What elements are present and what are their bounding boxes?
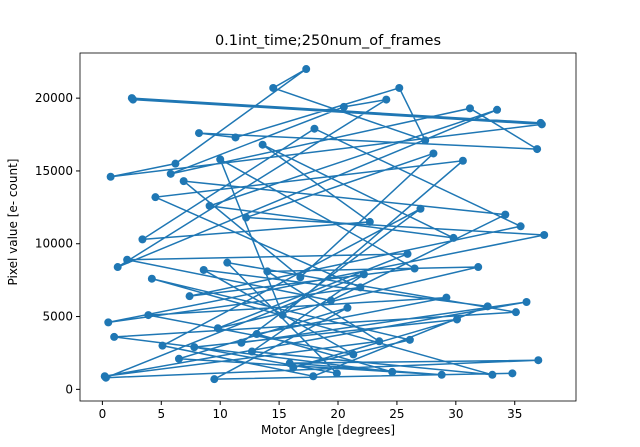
- data-point: [403, 249, 412, 258]
- data-point: [537, 120, 546, 129]
- x-tick-label: 15: [271, 407, 286, 421]
- data-point: [113, 263, 122, 272]
- data-point: [465, 104, 474, 113]
- data-point: [123, 255, 132, 264]
- data-point: [179, 177, 188, 186]
- data-point: [216, 155, 225, 164]
- x-axis-label: Motor Angle [degrees]: [261, 423, 395, 437]
- data-point: [483, 302, 492, 311]
- data-point: [343, 303, 352, 312]
- x-tick-label: 30: [448, 407, 463, 421]
- data-point: [339, 102, 348, 111]
- data-point: [194, 129, 203, 138]
- data-point: [534, 356, 543, 365]
- data-point: [522, 297, 531, 306]
- data-point: [252, 330, 261, 339]
- data-point: [110, 332, 119, 341]
- data-point: [199, 265, 208, 274]
- data-point: [296, 273, 305, 282]
- plot-frame: [79, 52, 577, 402]
- data-point: [332, 369, 341, 378]
- data-point: [210, 375, 219, 384]
- data-point: [302, 65, 311, 74]
- data-point: [263, 267, 272, 276]
- data-point: [185, 292, 194, 301]
- data-point: [359, 270, 368, 279]
- data-point: [488, 370, 497, 379]
- data-point: [231, 133, 240, 142]
- data-point: [388, 367, 397, 376]
- data-point: [511, 308, 520, 317]
- data-point: [395, 83, 404, 92]
- data-point: [269, 83, 278, 92]
- data-point: [166, 169, 175, 178]
- data-point: [458, 156, 467, 165]
- data-point: [540, 231, 549, 240]
- data-point: [382, 95, 391, 104]
- data-point: [421, 136, 430, 145]
- data-point: [285, 359, 294, 368]
- data-point: [309, 372, 318, 381]
- x-tick-label: 25: [389, 407, 404, 421]
- y-axis-label: Pixel value [e- count]: [6, 159, 20, 286]
- data-point: [129, 95, 138, 104]
- data-point: [190, 343, 199, 352]
- y-tick-label: 10000: [35, 237, 73, 251]
- data-point: [106, 172, 115, 181]
- x-tick-label: 5: [157, 407, 165, 421]
- data-point: [493, 105, 502, 114]
- data-point: [416, 204, 425, 213]
- y-tick-label: 20000: [35, 91, 73, 105]
- data-point: [104, 318, 113, 327]
- y-tick-label: 15000: [35, 164, 73, 178]
- data-point: [405, 335, 414, 344]
- data-point: [356, 283, 365, 292]
- x-tick-label: 20: [330, 407, 345, 421]
- y-tick-label: 5000: [42, 310, 73, 324]
- data-line: [104, 68, 545, 380]
- data-point: [375, 337, 384, 346]
- data-point: [237, 338, 246, 347]
- data-point: [147, 274, 156, 283]
- data-point: [410, 264, 419, 273]
- data-point: [138, 235, 147, 244]
- data-point: [223, 258, 232, 267]
- data-point: [101, 373, 110, 382]
- data-point: [437, 370, 446, 379]
- data-point: [474, 263, 483, 272]
- data-point: [205, 201, 214, 210]
- data-point: [453, 315, 462, 324]
- data-point: [278, 311, 287, 320]
- data-point: [310, 124, 319, 133]
- data-point: [442, 293, 451, 302]
- data-point: [365, 217, 374, 226]
- data-point: [429, 149, 438, 158]
- data-point: [158, 341, 167, 350]
- data-point: [508, 369, 517, 378]
- data-point: [151, 193, 160, 202]
- data-point: [171, 159, 180, 168]
- data-point: [533, 145, 542, 154]
- data-point: [326, 296, 335, 305]
- x-tick-label: 35: [507, 407, 522, 421]
- data-point: [516, 222, 525, 231]
- data-point: [242, 213, 251, 222]
- x-tick-label: 10: [213, 407, 228, 421]
- data-point: [449, 233, 458, 242]
- x-tick-label: 0: [99, 407, 107, 421]
- y-tick-label: 0: [65, 382, 73, 396]
- data-point: [248, 347, 257, 356]
- data-point: [501, 210, 510, 219]
- data-point: [174, 354, 183, 363]
- data-point: [258, 140, 267, 149]
- data-point: [349, 350, 358, 359]
- data-point: [144, 311, 153, 320]
- data-point: [213, 324, 222, 333]
- chart-title: 0.1int_time;250num_of_frames: [215, 33, 441, 49]
